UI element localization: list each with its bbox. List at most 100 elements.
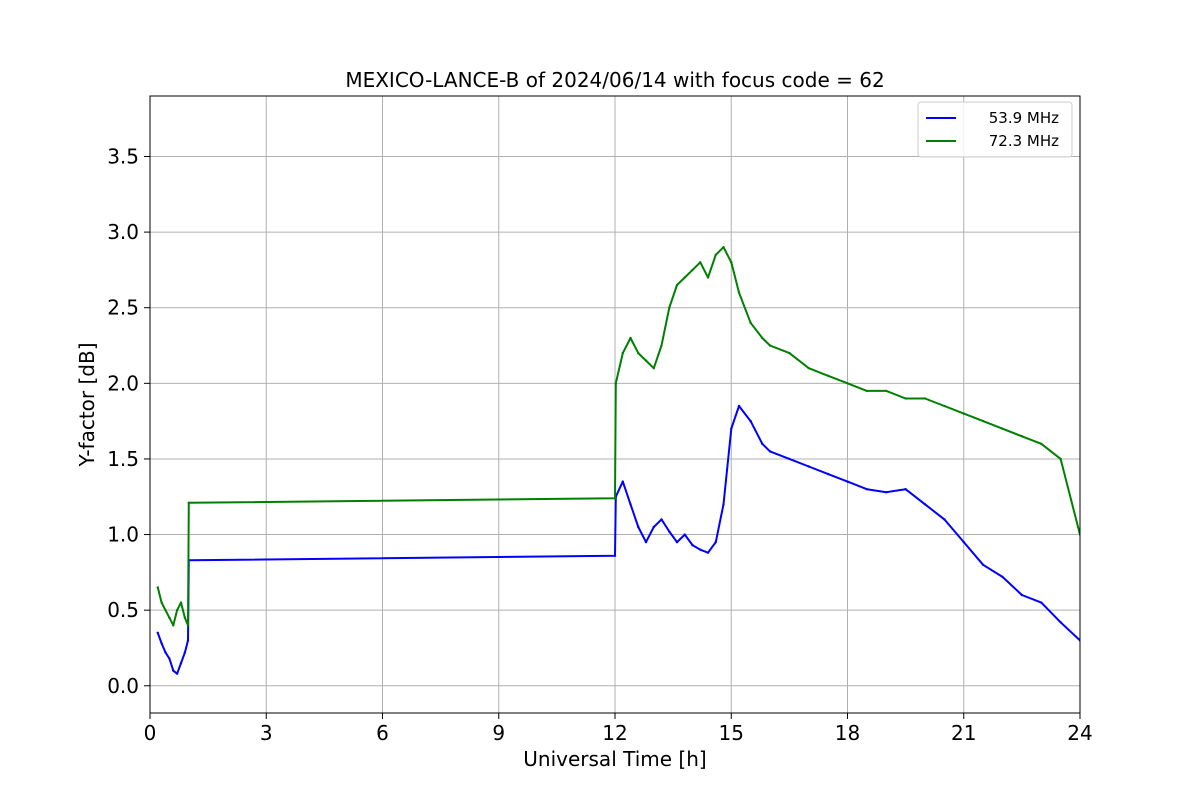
series-1-point — [737, 291, 741, 294]
y-tick-label: 1.0 — [107, 523, 139, 547]
legend-label: 53.9 MHz — [989, 109, 1059, 127]
series-0-point — [904, 487, 907, 491]
series-0-point — [668, 530, 671, 533]
series-1-point — [613, 497, 617, 500]
series-0-point — [885, 491, 888, 494]
series-0-point — [691, 543, 694, 547]
series-1-point — [722, 246, 725, 249]
series-0-point — [923, 503, 927, 506]
series-0-point — [1059, 621, 1062, 624]
series-0-point — [683, 533, 686, 536]
series-0-point — [981, 563, 985, 566]
series-1-point — [164, 608, 167, 612]
series-0-point — [846, 480, 849, 483]
x-tick-label: 9 — [492, 721, 505, 745]
series-0-point — [826, 472, 830, 476]
series-1-point — [904, 397, 907, 400]
series-1-point — [637, 351, 640, 355]
x-tick-label: 3 — [260, 721, 273, 745]
series-1-point — [962, 412, 965, 415]
series-0-point — [1040, 601, 1043, 604]
series-1-point — [168, 616, 171, 619]
series-1-point — [699, 261, 702, 264]
series-0-point — [168, 657, 171, 660]
series-1-point — [186, 624, 190, 627]
x-tick-label: 21 — [951, 721, 976, 745]
y-tick-label: 3.5 — [107, 144, 139, 168]
series-1-point — [668, 306, 671, 309]
series-1-point — [1001, 427, 1004, 430]
series-0-point — [962, 540, 965, 544]
x-tick-label: 6 — [376, 721, 389, 745]
series-1-point — [175, 608, 179, 612]
series-0-point — [613, 554, 617, 557]
series-1-point — [652, 367, 655, 370]
series-0-point — [943, 518, 946, 521]
series-1-point — [943, 404, 946, 408]
series-1-point — [187, 501, 190, 504]
y-tick-label: 2.5 — [107, 296, 139, 320]
series-1-point — [160, 601, 163, 604]
series-1-point — [885, 389, 888, 393]
series-0-point — [175, 672, 179, 675]
x-tick-label: 24 — [1067, 721, 1092, 745]
x-tick-label: 12 — [602, 721, 627, 745]
series-1-point — [1040, 442, 1043, 446]
series-1-point — [172, 624, 175, 627]
y-tick-label: 0.0 — [107, 674, 139, 698]
series-0-point — [160, 642, 163, 645]
series-1-point — [683, 276, 686, 279]
series-1-point — [660, 344, 663, 347]
x-axis-title: Universal Time [h] — [523, 747, 706, 771]
chart-title: MEXICO-LANCE-B of 2024/06/14 with focus … — [345, 68, 884, 92]
series-1-point — [768, 344, 772, 347]
series-1-point — [675, 283, 679, 287]
axis-layer: 0 3 6 9 12 15 18 21 24 0.0 0.5 1.0 1.5 2.0 2.5 3.0 3.5 — [107, 144, 1093, 745]
series-0-point — [179, 661, 183, 665]
series-1-point — [706, 276, 710, 279]
series-1-point — [714, 253, 717, 256]
legend: 53.9 MHz 72.3 MHz — [917, 101, 1073, 158]
x-tick-label: 15 — [719, 721, 744, 745]
series-0-point — [644, 540, 648, 544]
series-0-point — [706, 551, 710, 554]
series-0-point — [156, 631, 159, 635]
series-0-point — [186, 639, 190, 642]
series-0-point — [183, 651, 187, 654]
y-tick-label: 3.0 — [107, 220, 139, 244]
series-0-point — [164, 651, 167, 654]
legend-label: 72.3 MHz — [989, 132, 1059, 150]
series-0-point — [660, 518, 663, 521]
series-0-point — [768, 450, 772, 453]
series-1-point — [923, 397, 927, 400]
series-0-point — [788, 457, 791, 461]
series-1-point — [865, 389, 869, 393]
series-0-point — [637, 525, 640, 529]
series-1-point — [691, 268, 694, 272]
series-0-point — [749, 419, 752, 423]
series-1-point — [1020, 435, 1024, 438]
x-tick-label: 0 — [144, 721, 157, 745]
series-1-point — [629, 336, 632, 340]
y-axis-title: Y-factor [dB] — [75, 342, 99, 467]
series-0-point — [761, 442, 764, 446]
series-0-point — [737, 404, 741, 408]
series-1-point — [761, 336, 764, 340]
legend-box — [917, 101, 1073, 158]
series-1-point — [730, 261, 733, 264]
series-0-point — [1001, 575, 1004, 579]
y-tick-label: 1.5 — [107, 447, 139, 471]
series-1-point — [156, 586, 159, 589]
series-1-point — [846, 382, 849, 385]
series-0-point — [675, 540, 679, 544]
series-1-point — [981, 419, 985, 423]
series-1-point — [807, 367, 810, 370]
series-0-point — [652, 525, 655, 529]
series-1-point — [614, 382, 617, 385]
series-0-point — [699, 548, 702, 551]
series-1-point — [179, 601, 183, 604]
series-0-point — [722, 503, 725, 506]
series-1-point — [1059, 457, 1062, 461]
